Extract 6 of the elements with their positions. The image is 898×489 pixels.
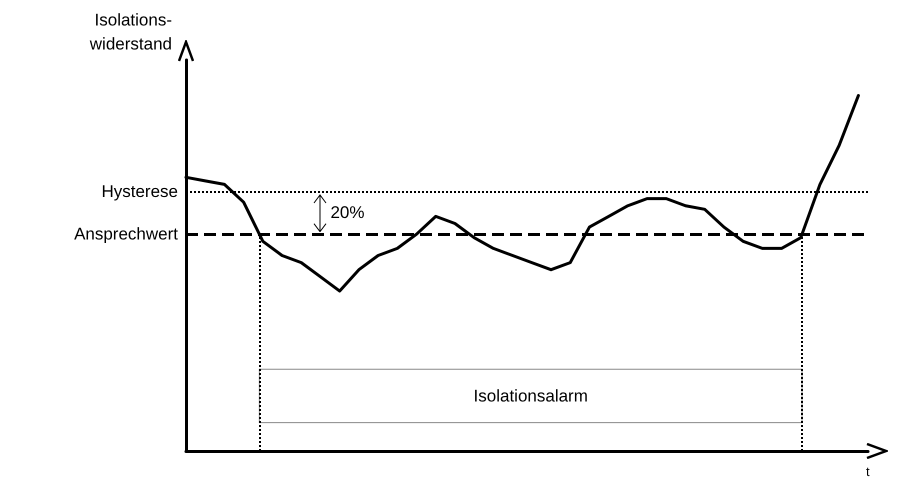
ref-line-label: Hysterese: [101, 182, 178, 202]
y-axis-title: Isolations- widerstand: [88, 10, 172, 54]
annotation: Isolationsalarm: [474, 386, 588, 406]
ref-line-label: Ansprechwert: [74, 224, 178, 244]
annotation: 20%: [330, 202, 364, 224]
x-axis-title: t: [866, 464, 870, 479]
